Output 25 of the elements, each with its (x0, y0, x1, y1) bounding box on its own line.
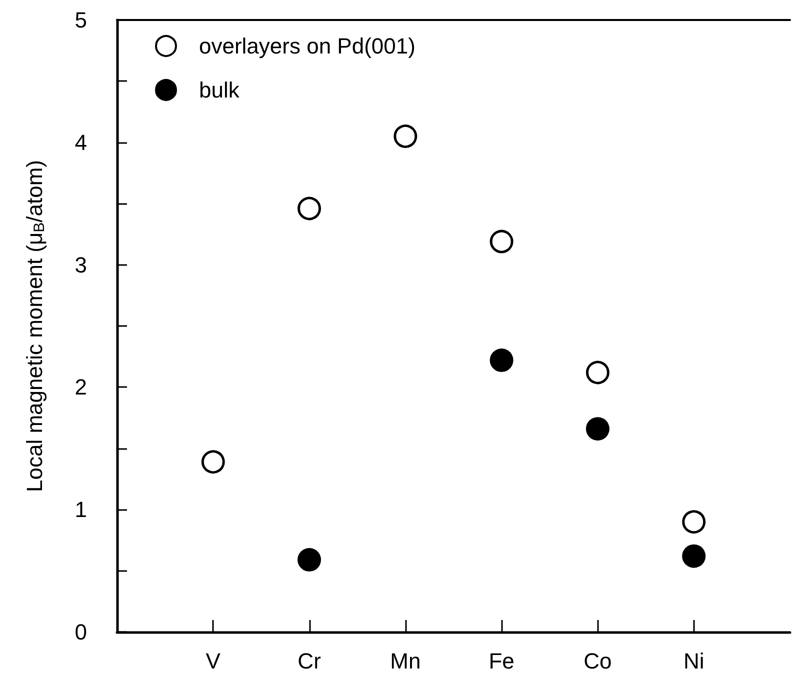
y-axis-title: Local magnetic moment (μB/atom) (22, 160, 48, 492)
point (201, 450, 225, 474)
x-tick-label: Co (584, 648, 612, 674)
x-tick-label: Ni (683, 648, 704, 674)
x-tick-label: V (206, 648, 221, 674)
y-tick-label: 0 (74, 620, 87, 644)
point (298, 548, 322, 572)
point (586, 417, 610, 441)
y-tick-label: 5 (74, 8, 87, 32)
x-tick-label: Mn (390, 648, 421, 674)
point (298, 196, 322, 220)
point (490, 348, 514, 372)
legend-label: overlayers on Pd(001) (199, 34, 416, 58)
point (586, 360, 610, 384)
point (682, 510, 706, 534)
point (682, 544, 706, 568)
point (394, 124, 418, 148)
x-tick-label: Fe (488, 648, 514, 674)
y-tick-label: 1 (74, 497, 87, 522)
y-tick-label: 4 (74, 130, 87, 155)
y-tick-label: 2 (74, 374, 87, 400)
y-tick-label: 3 (74, 252, 87, 278)
x-tick-label: Cr (298, 648, 321, 674)
point (490, 230, 514, 254)
legend-label: bulk (199, 78, 240, 102)
